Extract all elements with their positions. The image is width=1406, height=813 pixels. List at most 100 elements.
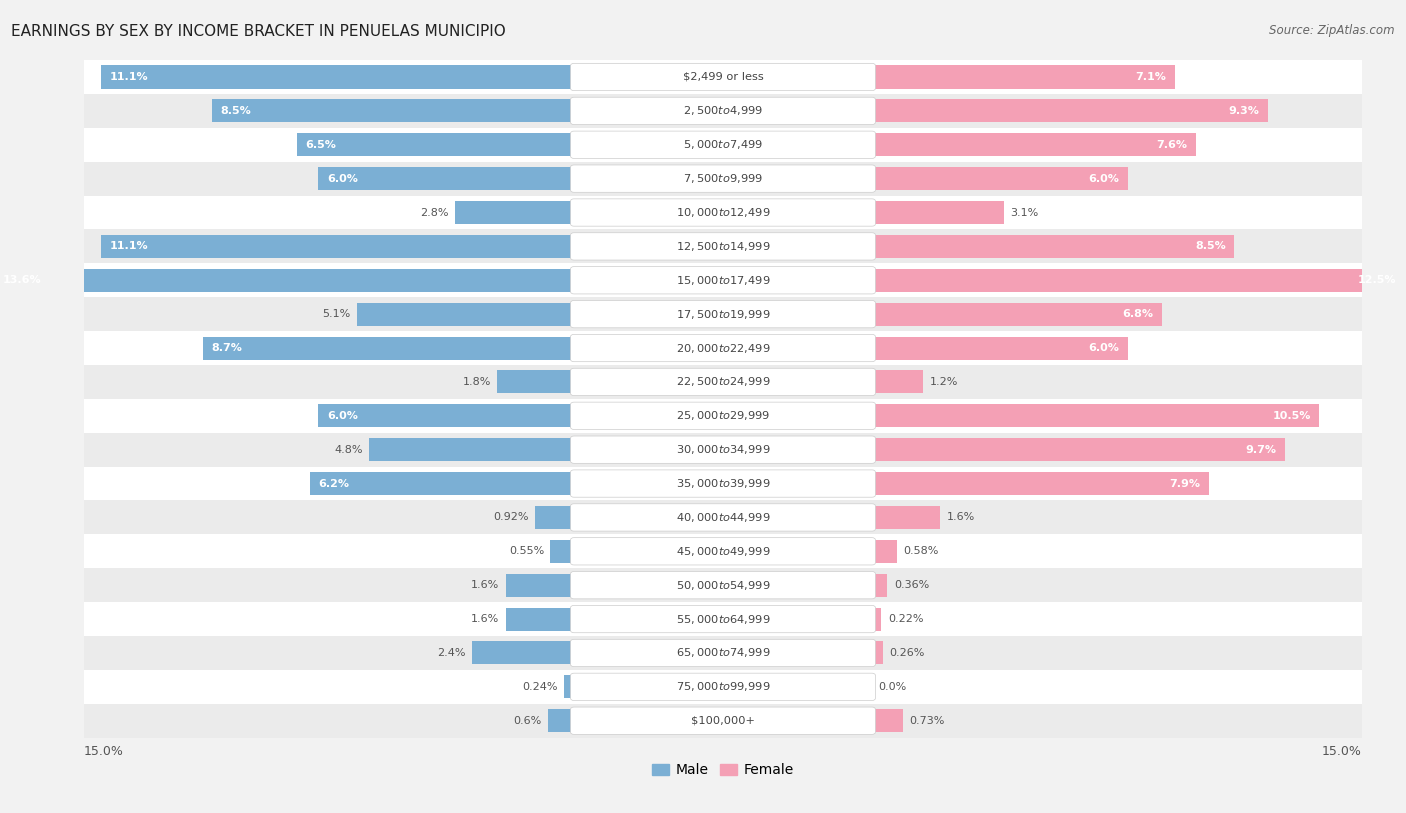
Bar (84, 298, 1362, 331)
Text: 0.24%: 0.24% (522, 682, 557, 692)
FancyBboxPatch shape (571, 131, 876, 159)
Text: $10,000 to $12,499: $10,000 to $12,499 (676, 206, 770, 219)
Bar (498, 371, 574, 393)
Text: 0.58%: 0.58% (903, 546, 939, 556)
Bar (872, 269, 1405, 292)
Text: 0.6%: 0.6% (513, 715, 541, 726)
Bar (872, 201, 1004, 224)
Text: 6.0%: 6.0% (326, 174, 357, 184)
Bar (872, 506, 941, 529)
Bar (84, 568, 1362, 602)
FancyBboxPatch shape (571, 334, 876, 362)
Text: 7.6%: 7.6% (1156, 140, 1187, 150)
Text: $2,500 to $4,999: $2,500 to $4,999 (683, 104, 763, 117)
Bar (84, 467, 1362, 501)
Text: $40,000 to $44,999: $40,000 to $44,999 (676, 511, 770, 524)
FancyBboxPatch shape (571, 673, 876, 701)
FancyBboxPatch shape (571, 537, 876, 565)
FancyBboxPatch shape (571, 98, 876, 124)
FancyBboxPatch shape (571, 572, 876, 599)
Bar (309, 472, 574, 495)
Bar (872, 337, 1128, 359)
FancyBboxPatch shape (571, 606, 876, 633)
Bar (84, 162, 1362, 196)
Text: 10.5%: 10.5% (1272, 411, 1310, 421)
Bar (872, 99, 1268, 123)
Bar (872, 540, 897, 563)
Bar (872, 133, 1197, 156)
Text: 2.8%: 2.8% (420, 207, 449, 218)
Text: Source: ZipAtlas.com: Source: ZipAtlas.com (1270, 24, 1395, 37)
FancyBboxPatch shape (571, 199, 876, 226)
Bar (84, 331, 1362, 365)
Text: 11.1%: 11.1% (110, 72, 148, 82)
Legend: Male, Female: Male, Female (652, 763, 794, 777)
FancyBboxPatch shape (571, 707, 876, 734)
FancyBboxPatch shape (571, 436, 876, 463)
Bar (84, 636, 1362, 670)
Text: 4.8%: 4.8% (335, 445, 363, 454)
Bar (506, 574, 574, 597)
FancyBboxPatch shape (571, 402, 876, 429)
Text: 5.1%: 5.1% (322, 309, 350, 320)
Text: $30,000 to $34,999: $30,000 to $34,999 (676, 443, 770, 456)
FancyBboxPatch shape (571, 301, 876, 328)
Bar (84, 670, 1362, 704)
Bar (84, 94, 1362, 128)
Text: 1.8%: 1.8% (463, 377, 491, 387)
FancyBboxPatch shape (571, 639, 876, 667)
Bar (872, 438, 1285, 461)
Text: 0.22%: 0.22% (887, 614, 924, 624)
Text: 12.5%: 12.5% (1358, 276, 1396, 285)
Text: 0.73%: 0.73% (910, 715, 945, 726)
Bar (872, 66, 1174, 89)
Text: $45,000 to $49,999: $45,000 to $49,999 (676, 545, 770, 558)
Bar (84, 534, 1362, 568)
Text: 13.6%: 13.6% (3, 276, 42, 285)
Bar (84, 229, 1362, 263)
FancyBboxPatch shape (571, 233, 876, 260)
Bar (204, 337, 574, 359)
Text: $15,000 to $17,499: $15,000 to $17,499 (676, 274, 770, 287)
Text: 2.4%: 2.4% (437, 648, 465, 658)
Text: 8.5%: 8.5% (1195, 241, 1226, 251)
Text: 0.26%: 0.26% (890, 648, 925, 658)
Text: 8.7%: 8.7% (212, 343, 243, 353)
Text: 1.6%: 1.6% (471, 580, 499, 590)
Text: 6.8%: 6.8% (1122, 309, 1153, 320)
Bar (506, 607, 574, 631)
Text: $50,000 to $54,999: $50,000 to $54,999 (676, 579, 770, 592)
Bar (872, 472, 1209, 495)
Bar (872, 235, 1234, 258)
Text: 15.0%: 15.0% (1322, 745, 1362, 758)
Text: $35,000 to $39,999: $35,000 to $39,999 (676, 477, 770, 490)
Text: $25,000 to $29,999: $25,000 to $29,999 (676, 409, 770, 422)
Text: $20,000 to $22,499: $20,000 to $22,499 (676, 341, 770, 354)
Text: 0.92%: 0.92% (494, 512, 529, 523)
Text: 1.6%: 1.6% (946, 512, 974, 523)
Text: 6.2%: 6.2% (318, 479, 349, 489)
Bar (84, 602, 1362, 636)
Bar (101, 235, 574, 258)
Bar (101, 66, 574, 89)
Text: $17,500 to $19,999: $17,500 to $19,999 (676, 307, 770, 320)
Text: 6.5%: 6.5% (305, 140, 336, 150)
Bar (548, 709, 574, 733)
Text: EARNINGS BY SEX BY INCOME BRACKET IN PENUELAS MUNICIPIO: EARNINGS BY SEX BY INCOME BRACKET IN PEN… (11, 24, 506, 39)
Bar (454, 201, 574, 224)
Text: 9.7%: 9.7% (1246, 445, 1277, 454)
Bar (84, 704, 1362, 737)
Text: 7.1%: 7.1% (1135, 72, 1166, 82)
Bar (471, 641, 574, 664)
Bar (212, 99, 574, 123)
Text: 0.36%: 0.36% (894, 580, 929, 590)
Bar (84, 60, 1362, 94)
Text: 0.0%: 0.0% (879, 682, 907, 692)
Text: 15.0%: 15.0% (84, 745, 124, 758)
FancyBboxPatch shape (571, 504, 876, 531)
Bar (357, 302, 574, 326)
Bar (318, 167, 574, 190)
Bar (84, 399, 1362, 433)
Bar (0, 269, 574, 292)
Text: $5,000 to $7,499: $5,000 to $7,499 (683, 138, 763, 151)
